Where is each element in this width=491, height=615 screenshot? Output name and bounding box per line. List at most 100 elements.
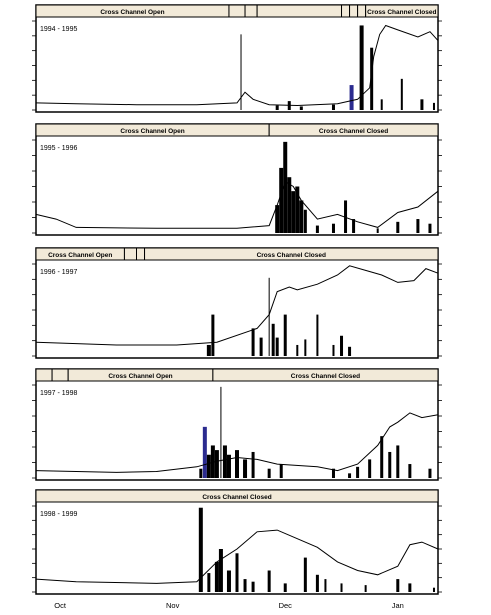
gate-status-label: Cross Channel Open — [120, 128, 184, 135]
bar — [283, 583, 287, 592]
panel-frame — [35, 123, 439, 236]
bar — [299, 106, 303, 110]
bar — [235, 553, 239, 592]
bar — [235, 450, 239, 478]
bar — [364, 585, 367, 592]
x-axis: Oct Nov Dec Jan — [54, 601, 404, 610]
gate-status-segment — [244, 4, 258, 18]
season-title: 1998 - 1999 — [40, 511, 77, 518]
gate-status-bar: Cross Channel Open Cross Channel Closed — [35, 123, 439, 137]
bar — [226, 570, 231, 592]
left-ticks — [32, 505, 36, 593]
bar — [222, 445, 227, 478]
bar — [283, 141, 288, 233]
gate-status-segment — [349, 4, 359, 18]
bar — [428, 223, 432, 233]
bar — [315, 225, 319, 233]
bar — [243, 459, 248, 478]
bar — [344, 200, 348, 233]
bar — [331, 223, 335, 233]
bar — [291, 191, 296, 233]
gate-status-segment — [35, 489, 439, 503]
right-ticks — [438, 505, 442, 593]
bar — [279, 167, 284, 233]
bar — [207, 573, 211, 592]
bar — [287, 177, 292, 233]
panel-3: Cross Channel Open Cross Channel Closed 19… — [32, 247, 442, 359]
right-ticks — [438, 139, 442, 234]
bar — [303, 209, 307, 233]
bar — [275, 337, 279, 356]
gate-status-label: Cross Channel Open — [48, 252, 112, 259]
series-line — [35, 181, 439, 229]
bar — [396, 579, 400, 592]
bar — [240, 34, 242, 110]
bar — [279, 464, 283, 478]
bar — [303, 557, 307, 592]
bar — [416, 219, 420, 233]
gate-status-segment — [365, 4, 439, 18]
bar — [199, 468, 203, 478]
bar — [299, 200, 304, 233]
bar — [332, 344, 335, 356]
bar — [340, 335, 344, 356]
gate-status-segment — [341, 4, 351, 18]
bar — [206, 344, 211, 356]
bar — [220, 386, 222, 478]
bar — [268, 277, 270, 356]
left-ticks — [32, 384, 36, 479]
bar — [340, 583, 343, 592]
bar — [388, 451, 392, 478]
bar — [214, 450, 219, 478]
bar — [275, 205, 280, 233]
panel-2: Cross Channel Open Cross Channel Closed 19… — [32, 123, 442, 236]
bar — [331, 468, 335, 478]
bar — [376, 228, 379, 233]
bar — [380, 436, 384, 478]
panels: Cross Channel Open Cross Channel Closed 19… — [32, 4, 442, 595]
bar — [283, 314, 287, 356]
right-ticks — [438, 384, 442, 479]
bar — [370, 47, 374, 110]
left-ticks — [32, 20, 36, 111]
left-ticks — [32, 263, 36, 357]
series-line — [35, 24, 439, 107]
bar — [271, 323, 275, 356]
bar — [408, 464, 412, 478]
gate-status-label: Cross Channel Closed — [202, 494, 271, 501]
season-title: 1995 - 1996 — [40, 145, 77, 152]
bar — [408, 583, 412, 592]
gate-status-segment — [136, 247, 146, 261]
bar — [295, 186, 300, 233]
bar — [206, 454, 211, 478]
bar — [324, 579, 327, 592]
series-line — [35, 265, 439, 346]
gate-status-label: Cross Channel Closed — [257, 252, 326, 259]
bar — [214, 561, 219, 592]
panel-frame — [35, 247, 439, 359]
gate-status-segment — [35, 368, 53, 382]
bar — [226, 454, 231, 478]
bar — [348, 473, 352, 478]
bar — [432, 587, 435, 592]
x-tick-label: Nov — [166, 601, 180, 610]
bar — [349, 85, 354, 110]
left-ticks — [32, 139, 36, 234]
season-title: 1994 - 1995 — [40, 26, 77, 33]
bar — [352, 219, 356, 233]
gate-status-segment — [268, 123, 439, 137]
bar — [368, 459, 372, 478]
bar — [275, 105, 279, 110]
bar — [400, 78, 403, 110]
series-line — [35, 412, 439, 473]
bar — [396, 221, 400, 233]
panel-4: Cross Channel Open Cross Channel Closed 19… — [32, 368, 442, 481]
bars — [275, 141, 432, 233]
bars — [199, 386, 432, 478]
season-title: 1997 - 1998 — [40, 390, 77, 397]
bar — [420, 99, 424, 110]
gate-status-segment — [256, 4, 343, 18]
panel-frame — [35, 4, 439, 113]
bar — [259, 337, 263, 356]
